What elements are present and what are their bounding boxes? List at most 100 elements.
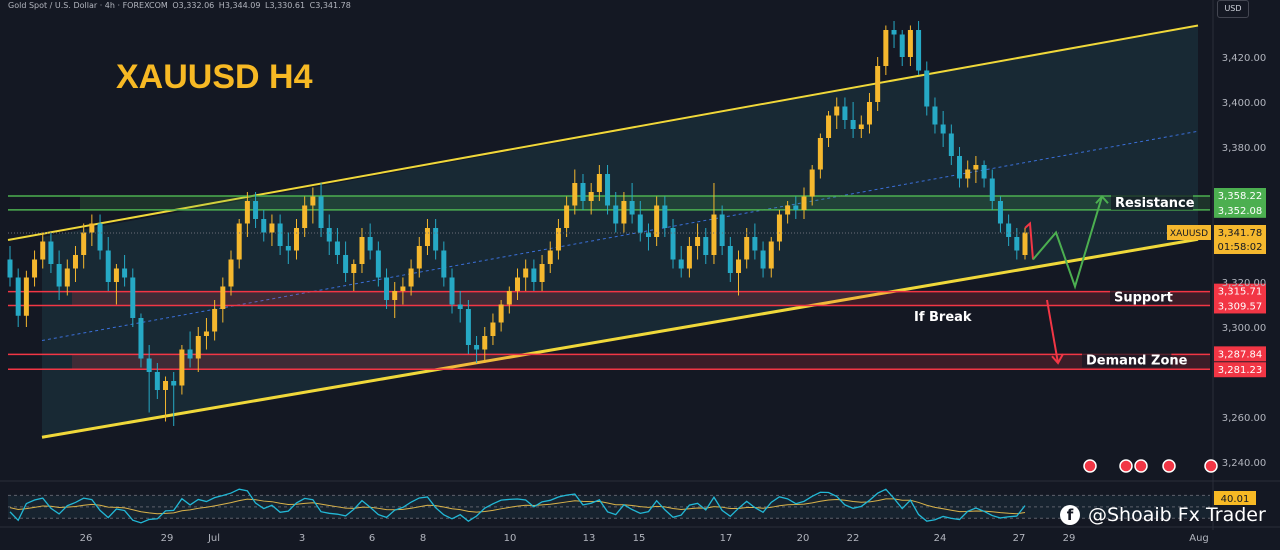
high-value: H3,344.09 [218,1,261,10]
candle-body [629,201,635,215]
candle-body [605,174,611,206]
candle-body [433,228,439,251]
candle-body [580,183,586,201]
resistance-zone-top-tag [1214,188,1266,204]
candle-body [850,120,856,129]
candle-body [817,138,823,170]
candle-body [138,318,144,359]
candle-body [801,196,807,210]
candle-body [539,264,545,282]
candle-body [613,205,619,224]
economic-event-icon [1204,459,1218,473]
candle-body [228,259,234,287]
facebook-icon: f [1060,505,1080,525]
candle-body [236,223,242,260]
rsi-ma-line [9,498,1026,515]
candle-body [793,205,799,210]
resistance-zone-top-price: 3,358.22 [1218,191,1263,202]
support-label: Support [1114,291,1173,306]
candle-body [23,277,29,316]
channel-mid-line [41,130,1199,341]
candle-body [834,106,840,116]
red-arrow-head [1051,353,1064,365]
candle-body [48,241,54,264]
candle-body [809,169,815,197]
candle-body [654,205,660,237]
candle-body [924,70,930,107]
candle-body [932,106,938,125]
candle-body [760,250,766,269]
x-tick-label: 24 [934,533,947,544]
green-projection-path [1032,196,1103,290]
channel-upper-line [7,24,1199,241]
channel-fill [42,25,1198,438]
resistance-zone-bottom-price: 3,352.08 [1218,206,1263,217]
red-short-path [1024,221,1034,260]
candle-body [203,331,209,336]
candle-body [875,66,881,102]
candle-body [1014,237,1020,251]
candle-body [105,250,111,282]
candle-body [555,228,561,251]
candle-body [32,259,38,278]
candle-body [171,381,177,386]
rsi-value-tag [1214,491,1256,505]
support-zone-bottom-price: 3,309.57 [1218,301,1263,312]
candle-body [776,214,782,242]
candle-body [498,304,504,323]
candle-body [277,223,283,246]
last-price-tag [1214,224,1266,254]
x-tick-label: 29 [161,533,174,544]
open-value: O3,332.06 [172,1,215,10]
candle-body [678,259,684,269]
rsi-value: 40.01 [1221,494,1250,505]
symbol-header: Gold Spot / U.S. Dollar · 4h · FOREXCOM … [8,1,353,10]
candle-body [310,196,316,206]
candle-body [506,291,512,305]
candle-body [163,381,169,390]
x-tick-label: Jul [207,533,220,544]
candle-body [40,241,46,260]
last-price-countdown: 01:58:02 [1218,242,1263,253]
candle-body [146,358,152,372]
candle-body [940,124,946,134]
candle-body [212,309,218,332]
y-tick-label: 3,380.00 [1222,143,1267,154]
candle-body [285,246,291,251]
y-tick-label: 3,420.00 [1222,53,1267,64]
symbol-name: Gold Spot / U.S. Dollar · 4h · FOREXCOM [8,1,168,10]
x-tick-label: 15 [633,533,646,544]
x-tick-label: 8 [420,533,426,544]
candle-body [220,286,226,309]
candle-body [408,268,414,287]
candle-body [89,223,95,233]
candle-body [384,277,390,300]
candle-body [883,30,889,66]
candle-body [130,277,136,318]
candle-body [441,250,447,278]
candle-body [302,205,308,228]
support-zone-top-price: 3,315.71 [1218,287,1263,298]
candle-body [547,250,553,264]
y-tick-label: 3,320.00 [1222,278,1267,289]
support-zone-bottom-tag [1214,298,1266,314]
candle-body [465,309,471,345]
candle-body [72,255,78,269]
candle-body [359,237,365,264]
economic-event-icon [1083,459,1097,473]
candle-body [973,165,979,170]
economic-event-icon [1134,459,1148,473]
candle-body [957,156,963,179]
support-label-bg [1110,289,1170,305]
currency-button[interactable]: USD [1217,0,1249,18]
demand-zone-label-bg [1082,352,1172,368]
close-value: C3,341.78 [309,1,351,10]
candle-body [64,268,70,287]
candle-body [187,349,193,359]
candle-body [318,196,324,228]
candle-body [326,228,332,242]
candle-body [392,291,398,300]
demand-zone-label: Demand Zone [1086,353,1188,368]
candle-body [523,268,529,278]
